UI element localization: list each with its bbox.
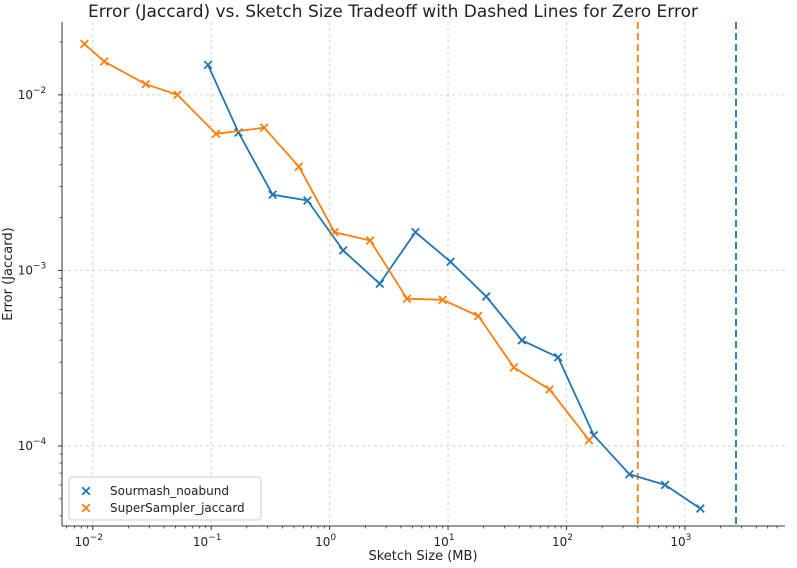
data-point	[473, 311, 483, 321]
data-point	[259, 123, 269, 133]
legend-box	[68, 476, 262, 521]
chart-title: Error (Jaccard) vs. Sketch Size Tradeoff…	[88, 2, 698, 22]
legend: Sourmash_noabund SuperSampler_jaccard	[68, 476, 262, 521]
series-layer	[79, 39, 705, 513]
data-point	[584, 435, 594, 445]
data-point	[438, 295, 448, 305]
y-axis-label: Error (Jaccard)	[1, 227, 16, 320]
axes	[61, 22, 785, 527]
data-point	[517, 335, 527, 345]
data-point	[99, 57, 109, 66]
data-point	[545, 384, 555, 394]
data-point	[303, 196, 312, 205]
legend-marker	[81, 503, 91, 513]
legend-items: Sourmash_noabund SuperSampler_jaccard	[81, 484, 245, 515]
data-point	[695, 504, 705, 513]
data-point	[173, 90, 182, 100]
data-point	[446, 257, 455, 267]
x-ticks: 10−2 10−1 100 101 102 103	[66, 526, 778, 549]
data-point	[624, 469, 634, 479]
y-tick-label: 10−2	[18, 86, 47, 102]
x-tick-label: 101	[434, 533, 455, 549]
x-tick-label: 103	[670, 533, 691, 549]
data-point	[553, 352, 563, 362]
data-point	[410, 227, 420, 237]
data-point	[481, 292, 491, 301]
legend-label: Sourmash_noabund	[110, 484, 229, 498]
x-tick-label: 102	[552, 533, 573, 549]
data-point	[211, 129, 221, 139]
gridlines	[62, 22, 785, 526]
data-point	[660, 480, 670, 490]
data-point	[79, 39, 89, 49]
legend-label: SuperSampler_jaccard	[110, 501, 245, 515]
data-point	[365, 236, 375, 245]
series-group	[203, 60, 705, 513]
y-tick-label: 10−3	[18, 261, 47, 277]
legend-marker	[81, 486, 91, 496]
data-point	[141, 79, 151, 89]
data-point	[375, 279, 385, 289]
y-tick-label: 10−4	[18, 437, 47, 453]
zero-error-lines	[636, 22, 737, 526]
x-tick-label: 10−2	[74, 533, 103, 549]
data-point	[203, 60, 213, 70]
data-point	[294, 162, 304, 172]
data-point	[509, 363, 519, 372]
y-ticks: 10−4 10−3 10−2	[18, 41, 62, 517]
x-tick-label: 10−1	[193, 533, 222, 549]
data-point	[330, 227, 339, 237]
data-point	[268, 190, 278, 200]
data-point	[402, 294, 412, 304]
x-axis-label: Sketch Size (MB)	[368, 549, 477, 564]
x-tick-label: 100	[315, 533, 336, 549]
series-group	[79, 39, 594, 445]
data-point	[338, 245, 348, 255]
